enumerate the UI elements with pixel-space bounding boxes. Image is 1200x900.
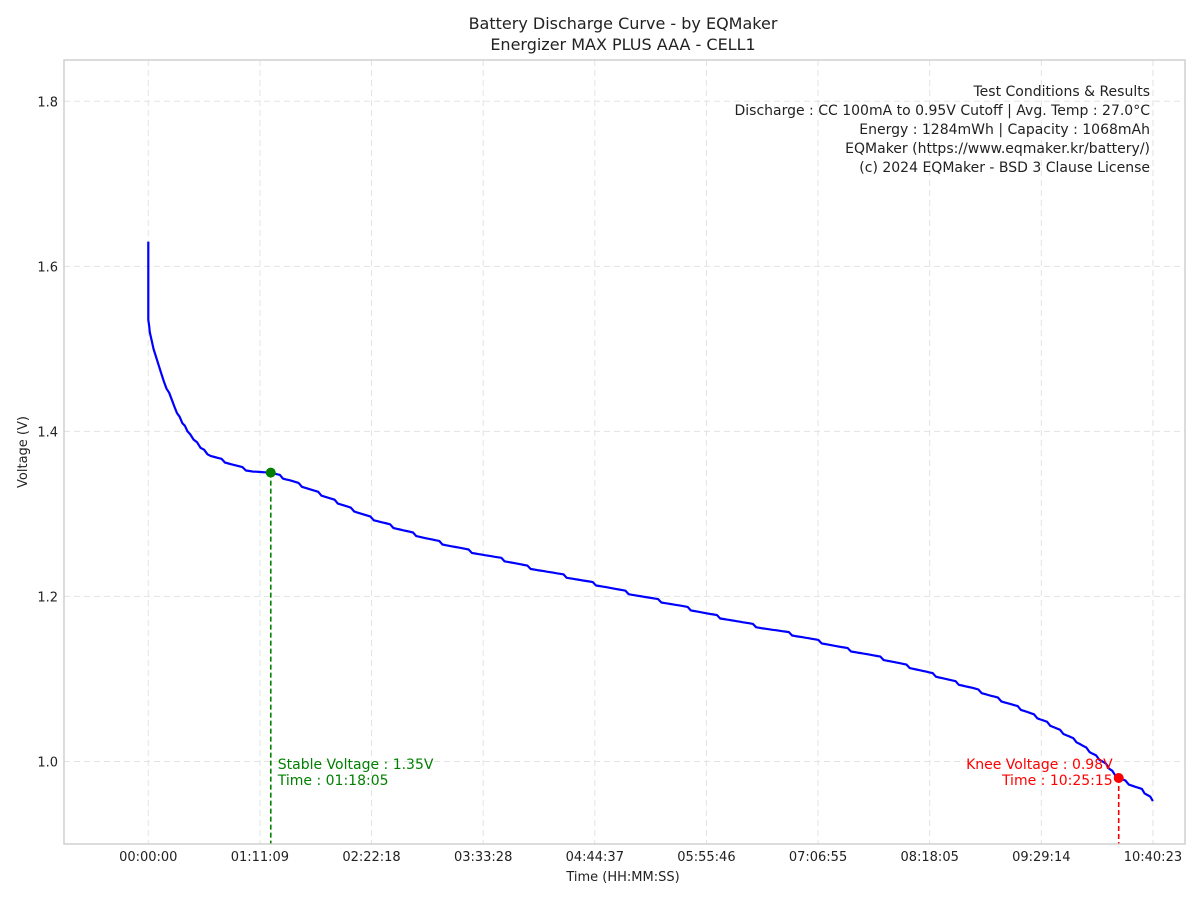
chart-title: Battery Discharge Curve - by EQMaker xyxy=(469,14,778,33)
info-box: Test Conditions & Results Discharge : CC … xyxy=(734,84,1150,176)
stable-voltage-label: Stable Voltage : 1.35V xyxy=(278,757,434,773)
info-line: Energy : 1284mWh | Capacity : 1068mAh xyxy=(859,122,1150,138)
x-tick-label: 03:33:28 xyxy=(454,850,512,865)
y-tick-label: 1.4 xyxy=(37,425,58,440)
info-line: (c) 2024 EQMaker - BSD 3 Clause License xyxy=(859,160,1150,176)
x-tick-label: 04:44:37 xyxy=(566,850,624,865)
stable-point-marker xyxy=(265,467,276,478)
x-tick-label: 09:29:14 xyxy=(1012,850,1070,865)
y-tick-label: 1.8 xyxy=(37,95,58,110)
x-tick-label: 08:18:05 xyxy=(900,850,958,865)
plot-frame xyxy=(63,59,1186,845)
y-tick-label: 1.0 xyxy=(37,755,58,770)
y-axis-label: Voltage (V) xyxy=(16,416,31,488)
tick-labels: 00:00:00 01:11:09 02:22:18 03:33:28 04:44:37… xyxy=(37,95,1182,865)
knee-time-label: Time : 10:25:15 xyxy=(1001,773,1113,789)
info-line: EQMaker (https://www.eqmaker.kr/battery/… xyxy=(845,141,1150,157)
knee-point-marker xyxy=(1113,772,1124,783)
x-tick-label: 01:11:09 xyxy=(231,850,289,865)
x-tick-label: 07:06:55 xyxy=(789,850,847,865)
x-axis-label: Time (HH:MM:SS) xyxy=(565,870,679,885)
x-tick-label: 00:00:00 xyxy=(119,850,177,865)
chart-subtitle: Energizer MAX PLUS AAA - CELL1 xyxy=(490,35,755,54)
info-line: Test Conditions & Results xyxy=(973,84,1151,100)
x-tick-label: 10:40:23 xyxy=(1124,850,1182,865)
x-tick-label: 02:22:18 xyxy=(342,850,400,865)
grid xyxy=(64,60,1185,844)
info-line: Discharge : CC 100mA to 0.95V Cutoff | A… xyxy=(734,103,1150,119)
stable-time-label: Time : 01:18:05 xyxy=(277,773,389,789)
knee-voltage-label: Knee Voltage : 0.98V xyxy=(966,757,1113,773)
y-tick-label: 1.6 xyxy=(37,260,58,275)
series-layer xyxy=(147,241,1154,802)
y-tick-label: 1.2 xyxy=(37,590,58,605)
x-tick-label: 05:55:46 xyxy=(677,850,735,865)
discharge-curve-line xyxy=(147,241,1154,802)
